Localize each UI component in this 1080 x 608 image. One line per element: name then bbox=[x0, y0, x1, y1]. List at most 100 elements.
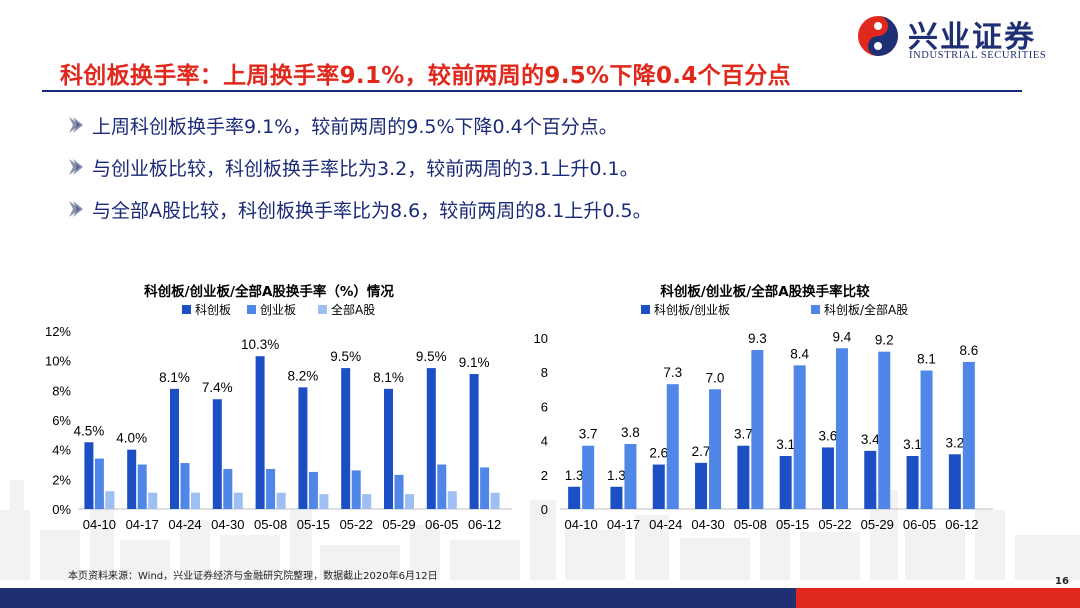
data-label: 9.1% bbox=[459, 355, 490, 370]
data-label: 9.3 bbox=[748, 331, 767, 346]
x-tick-label: 04-30 bbox=[211, 517, 244, 532]
data-label: 10.3% bbox=[241, 337, 279, 352]
data-label: 8.1% bbox=[159, 370, 190, 385]
chart-title: 科创板/创业板/全部A股换手率（%）情况 bbox=[144, 283, 394, 300]
bar bbox=[835, 348, 848, 509]
bar bbox=[266, 468, 276, 509]
bar bbox=[480, 467, 490, 509]
data-label: 2.6 bbox=[649, 446, 668, 461]
bar bbox=[779, 455, 792, 509]
data-label: 3.2 bbox=[945, 435, 964, 450]
bar bbox=[948, 454, 961, 509]
footer-bar-red bbox=[796, 588, 1080, 608]
brand-name-cn: 兴业证券 bbox=[908, 20, 1036, 55]
x-tick-label: 05-29 bbox=[382, 517, 415, 532]
bar bbox=[394, 474, 404, 509]
bar bbox=[84, 442, 94, 509]
legend-swatch bbox=[182, 305, 191, 314]
bar bbox=[362, 494, 372, 509]
x-tick-label: 05-08 bbox=[254, 517, 287, 532]
bar bbox=[624, 444, 637, 509]
bar bbox=[180, 463, 190, 509]
bar bbox=[652, 464, 665, 509]
legend-swatch bbox=[247, 305, 256, 314]
source-note: 本页资料来源：Wind，兴业证券经济与金融研究院整理，数据截止2020年6月12… bbox=[68, 571, 438, 582]
legend-label: 科创板/创业板 bbox=[654, 303, 730, 317]
bar bbox=[298, 387, 308, 509]
y-tick-label: 2 bbox=[541, 468, 548, 483]
bar bbox=[341, 368, 351, 509]
legend-swatch bbox=[641, 305, 650, 314]
x-tick-label: 04-17 bbox=[126, 517, 159, 532]
bar bbox=[610, 486, 623, 509]
data-label: 8.6 bbox=[959, 343, 978, 358]
x-tick-label: 04-30 bbox=[691, 517, 724, 532]
bar bbox=[94, 458, 104, 509]
bar bbox=[793, 365, 806, 509]
slide-title: 科创板换手率：上周换手率9.1%，较前两周的9.5%下降0.4个百分点 bbox=[60, 63, 791, 89]
legend-swatch bbox=[318, 305, 327, 314]
data-label: 1.3 bbox=[565, 468, 584, 483]
x-tick-label: 05-08 bbox=[734, 517, 767, 532]
footer-bar bbox=[0, 588, 1080, 608]
x-tick-label: 06-05 bbox=[903, 517, 936, 532]
bar bbox=[127, 449, 137, 509]
bar bbox=[490, 492, 500, 509]
bar bbox=[137, 464, 147, 509]
legend-label: 全部A股 bbox=[331, 302, 375, 317]
bar bbox=[864, 450, 877, 509]
city-skyline-background bbox=[0, 480, 1080, 580]
y-tick-label: 6% bbox=[52, 413, 71, 428]
bullet-text: 上周科创板换手率9.1%，较前两周的9.5%下降0.4个百分点。 bbox=[92, 115, 618, 138]
data-label: 1.3 bbox=[607, 468, 626, 483]
x-tick-label: 05-15 bbox=[297, 517, 330, 532]
y-tick-label: 10% bbox=[45, 354, 71, 369]
bullet-text: 与创业板比较，科创板换手率比为3.2，较前两周的3.1上升0.1。 bbox=[92, 157, 639, 180]
bullet-text: 与全部A股比较，科创板换手率比为8.6，较前两周的8.1上升0.5。 bbox=[92, 199, 652, 222]
data-label: 9.5% bbox=[416, 349, 447, 364]
bar bbox=[469, 374, 479, 509]
bar bbox=[148, 492, 158, 509]
data-label: 8.4 bbox=[790, 346, 809, 361]
bar bbox=[821, 447, 834, 509]
data-label: 4.5% bbox=[74, 423, 105, 438]
x-tick-label: 04-17 bbox=[607, 517, 640, 532]
title-divider bbox=[42, 90, 1022, 92]
bar bbox=[582, 445, 595, 509]
y-tick-label: 4% bbox=[52, 443, 71, 458]
y-tick-label: 12% bbox=[45, 324, 71, 339]
brand-logo-icon bbox=[858, 16, 898, 56]
bar bbox=[276, 492, 286, 509]
legend-label: 科创板 bbox=[195, 303, 231, 317]
bar bbox=[709, 389, 722, 509]
data-label: 9.2 bbox=[875, 333, 894, 348]
legend-label: 创业板 bbox=[260, 303, 296, 317]
x-tick-label: 05-22 bbox=[340, 517, 373, 532]
bullet-list: 上周科创板换手率9.1%，较前两周的9.5%下降0.4个百分点。 与创业板比较，… bbox=[68, 104, 652, 230]
bar bbox=[695, 462, 708, 509]
bar bbox=[437, 464, 447, 509]
brand-logo: 兴业证券 INDUSTRIAL SECURITIES bbox=[856, 12, 1068, 64]
bar bbox=[233, 492, 243, 509]
bar bbox=[737, 445, 750, 509]
bar bbox=[223, 468, 233, 509]
data-label: 8.1% bbox=[373, 370, 404, 385]
data-label: 3.1 bbox=[903, 437, 922, 452]
bullet-item: 与全部A股比较，科创板换手率比为8.6，较前两周的8.1上升0.5。 bbox=[68, 188, 652, 230]
data-label: 3.7 bbox=[734, 427, 753, 442]
bar bbox=[351, 470, 361, 509]
data-label: 4.0% bbox=[116, 431, 147, 446]
footer-bar-blue bbox=[0, 588, 796, 608]
bar bbox=[212, 399, 222, 509]
chevron-right-icon bbox=[69, 117, 83, 133]
bar bbox=[191, 492, 200, 509]
data-label: 3.4 bbox=[861, 432, 880, 447]
bar bbox=[405, 494, 414, 509]
y-tick-label: 6 bbox=[541, 399, 548, 414]
bar bbox=[447, 491, 457, 509]
x-tick-label: 05-22 bbox=[818, 517, 851, 532]
x-tick-label: 06-12 bbox=[945, 517, 978, 532]
data-label: 3.6 bbox=[819, 428, 838, 443]
bar bbox=[426, 368, 436, 509]
